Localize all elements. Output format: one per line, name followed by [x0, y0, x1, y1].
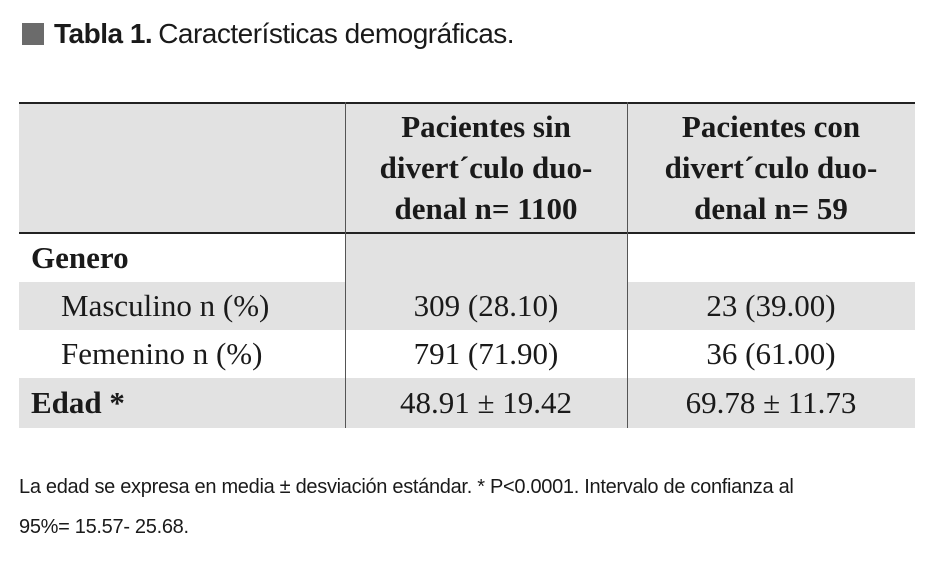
- row-label-genero: Genero: [31, 240, 129, 275]
- column-divider-2: [627, 102, 628, 428]
- row-edad-bg: [19, 378, 915, 428]
- row-genero-sin: [345, 234, 627, 282]
- header-col-con: Pacientes con divert´culo duo- denal n= …: [627, 102, 915, 233]
- footnote-line-1: La edad se expresa en media ± desviación…: [19, 476, 794, 498]
- cell-masculino-con: 23 (39.00): [706, 288, 836, 323]
- cell-edad-con: 69.78 ± 11.73: [685, 385, 857, 420]
- caption-text: Características demográficas.: [158, 18, 515, 49]
- header-sin-line3: denal n= 1100: [394, 191, 578, 226]
- header-row: [19, 102, 915, 233]
- footnote-line-2: 95%= 15.57- 25.68.: [19, 516, 189, 538]
- caption-label: Tabla 1.: [54, 18, 153, 49]
- row-label-femenino: Femenino n (%): [61, 336, 263, 371]
- header-col-sin: Pacientes sin divert´culo duo- denal n= …: [345, 102, 627, 233]
- header-con-line1: Pacientes con: [681, 109, 861, 144]
- table-top-rule: [19, 102, 915, 104]
- table-header-rule: [19, 232, 915, 234]
- cell-femenino-con: 36 (61.00): [706, 336, 836, 371]
- row-masculino-bg: [19, 282, 915, 330]
- header-sin-line2: divert´culo duo-: [379, 150, 593, 185]
- column-divider-1: [345, 102, 346, 428]
- header-sin-line1: Pacientes sin: [401, 109, 571, 144]
- cell-femenino-sin: 791 (71.90): [413, 336, 559, 371]
- cell-masculino-sin: 309 (28.10): [413, 288, 559, 323]
- header-con-line3: denal n= 59: [694, 191, 848, 226]
- cell-edad-sin: 48.91 ± 19.42: [399, 385, 572, 420]
- table-caption: Tabla 1. Características demográficas.: [22, 18, 515, 50]
- caption-square-icon: [22, 23, 44, 45]
- row-label-masculino: Masculino n (%): [61, 288, 270, 323]
- header-con-line2: divert´culo duo-: [664, 150, 878, 185]
- row-label-edad: Edad *: [31, 385, 125, 420]
